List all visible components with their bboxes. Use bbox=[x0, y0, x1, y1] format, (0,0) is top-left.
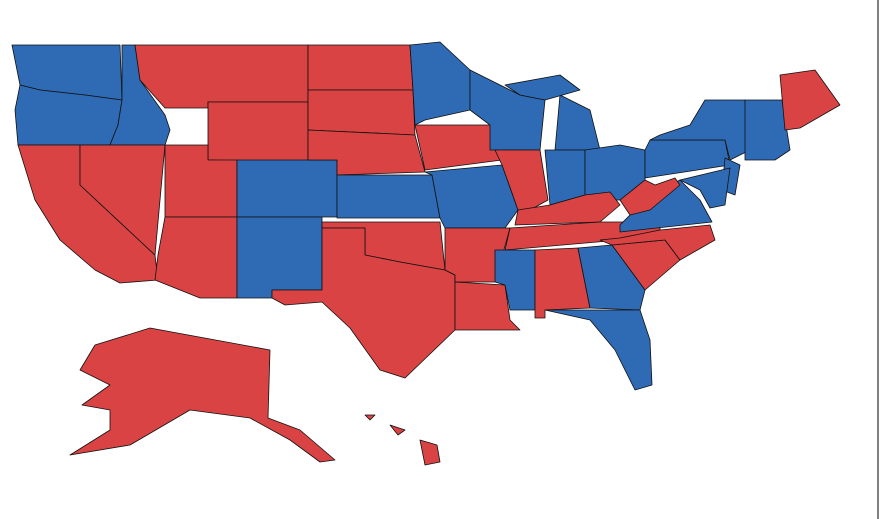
state-region bbox=[554, 94, 601, 151]
state-region bbox=[414, 124, 503, 171]
state-region bbox=[307, 44, 414, 91]
state-region bbox=[69, 327, 336, 463]
state-region bbox=[424, 164, 519, 229]
state-region bbox=[644, 139, 731, 179]
state-region bbox=[409, 41, 471, 126]
state-region bbox=[619, 177, 681, 216]
state-region bbox=[271, 227, 456, 379]
state-region bbox=[154, 216, 238, 299]
state-region bbox=[336, 174, 441, 219]
state-region bbox=[364, 414, 376, 421]
state-region bbox=[577, 244, 646, 311]
state-region bbox=[514, 191, 621, 226]
state-region bbox=[454, 281, 521, 331]
state-region bbox=[389, 424, 406, 436]
state-region bbox=[236, 159, 338, 218]
state-region bbox=[134, 44, 309, 109]
state-region bbox=[79, 144, 166, 256]
state-region bbox=[307, 89, 416, 136]
state-region bbox=[504, 74, 581, 101]
state-region bbox=[544, 309, 653, 391]
state-region bbox=[744, 99, 791, 161]
state-region bbox=[207, 101, 309, 163]
state-region bbox=[419, 439, 441, 466]
state-region bbox=[236, 216, 323, 299]
state-region bbox=[779, 69, 841, 131]
state-region bbox=[679, 167, 731, 209]
state-region bbox=[599, 224, 716, 261]
